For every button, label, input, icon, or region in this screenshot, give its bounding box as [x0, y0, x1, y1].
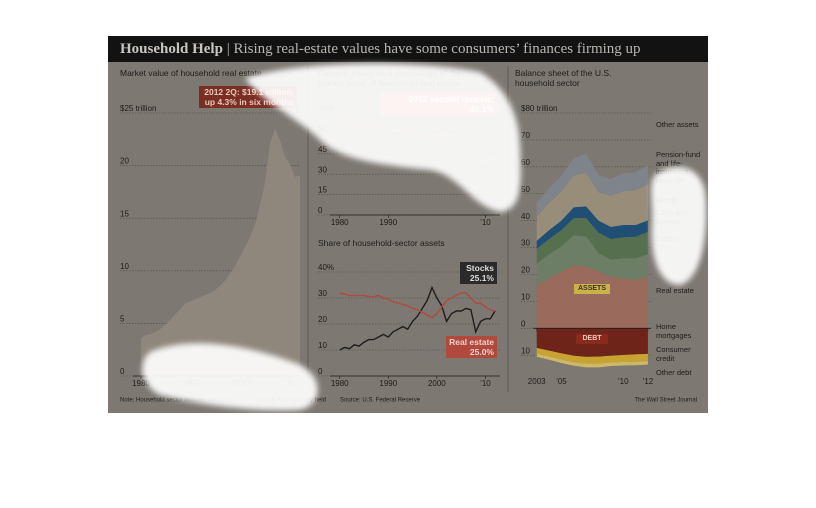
- legend-entry: Cash and savings: [656, 208, 689, 226]
- annotation-line: 2012 2Q: $19.1 trillion,: [204, 87, 294, 97]
- annotation-line: up 4.3% in six months: [204, 97, 294, 107]
- y-tick-label: 15: [318, 186, 327, 195]
- annotation: DEBT: [576, 334, 608, 344]
- x-tick-label: 1990: [182, 379, 200, 388]
- annotation: 2012 second quarter: 43.1%: [380, 93, 497, 115]
- area: [140, 128, 300, 376]
- y-tick-label: 5: [120, 315, 125, 324]
- legend-entry: Stocks: [466, 263, 494, 273]
- header-subtitle: | Rising real-estate values have some co…: [226, 41, 641, 57]
- x-tick-label: ’10: [618, 377, 629, 386]
- stacked-area: [536, 153, 648, 217]
- x-tick-label: ’10: [285, 379, 296, 388]
- y-tick-label: 40: [521, 212, 530, 221]
- y-tick-label: 15: [120, 209, 129, 218]
- annotation: 2012 2Q: $19.1 trillion, up 4.3% in six m…: [199, 86, 297, 108]
- credit: The Wall Street Journal: [635, 398, 697, 404]
- y-tick-label: 10: [318, 341, 327, 350]
- legend-entry: Other debt: [656, 368, 692, 377]
- y-tick-label: 0: [318, 367, 323, 376]
- legend-entry: Home mortgages: [656, 322, 692, 340]
- source: Source: U.S. Federal Reserve: [340, 398, 421, 404]
- x-tick-label: 2000: [231, 379, 249, 388]
- header: Household Help | Rising real-estate valu…: [108, 36, 708, 62]
- chart-title: Balance sheet of the U.S. household sect…: [515, 68, 612, 88]
- chart-title: Owners’ equity as a percentage of the ma…: [318, 68, 461, 88]
- stacked-area: [536, 172, 648, 241]
- stacked-area: [536, 235, 648, 286]
- legend-entry: Consumer credit: [656, 345, 691, 363]
- x-tick-label: 1990: [379, 218, 397, 227]
- stacked-area: [536, 206, 648, 249]
- legend-entry: Pension-fund and life-insurance reserves: [656, 150, 701, 185]
- y-tick-label: 10: [120, 262, 129, 271]
- series-label: Stocks 25.1%: [460, 262, 497, 284]
- stacked-area: [536, 353, 648, 368]
- series-label: Real estate 25.0%: [446, 336, 497, 358]
- y-tick-label: $80 trillion: [521, 104, 557, 113]
- y-tick-label: 20: [120, 157, 129, 166]
- y-tick-label: 20: [521, 266, 530, 275]
- y-tick-label: 50: [521, 185, 530, 194]
- y-tick-label: 40%: [318, 263, 334, 272]
- y-tick-label: 0: [318, 206, 323, 215]
- y-tick-label: $25 trillion: [120, 104, 156, 113]
- footnote: Note: Household sector includes nonprofi…: [120, 398, 236, 404]
- value-label: 25.0%: [469, 347, 494, 357]
- x-tick-label: ’12: [643, 377, 654, 386]
- value-label: 25.1%: [469, 273, 494, 283]
- x-tick-label: 2003: [528, 377, 546, 386]
- y-tick-label: 60: [318, 125, 327, 134]
- line: [339, 292, 496, 319]
- x-tick-label: 1990: [379, 379, 397, 388]
- stacked-area: [536, 265, 648, 329]
- x-tick-label: ’10: [480, 218, 491, 227]
- y-tick-label: 30: [318, 289, 327, 298]
- y-tick-label: 75%: [318, 104, 334, 113]
- legend-entry: Bonds: [656, 196, 678, 205]
- x-tick-label: 1980: [331, 218, 349, 227]
- y-tick-label: 30: [318, 165, 327, 174]
- y-tick-label: 20: [318, 315, 327, 324]
- x-tick-label: ’05: [556, 377, 567, 386]
- y-tick-label: 10: [521, 346, 530, 355]
- x-tick-label: ’10: [480, 379, 491, 388]
- stacked-area: [536, 347, 648, 364]
- y-tick-label: 30: [521, 239, 530, 248]
- y-tick-label: 45: [318, 145, 327, 154]
- y-tick-label: 10: [521, 293, 530, 302]
- x-tick-label: 1980: [132, 379, 150, 388]
- x-tick-label: 1980: [331, 379, 349, 388]
- y-tick-label: 0: [120, 367, 125, 376]
- x-tick-label: 2000: [428, 379, 446, 388]
- legend-entry: Other assets: [656, 120, 699, 129]
- y-tick-label: 60: [521, 158, 530, 167]
- legend-entry: Stocks: [656, 234, 679, 243]
- stacked-area: [536, 217, 648, 264]
- footnote: Directly and indirectly held: [256, 398, 326, 404]
- y-tick-label: 0: [521, 319, 526, 328]
- chart-title: Market value of household real estate: [120, 68, 262, 78]
- chart-title: Share of household-sector assets: [318, 238, 445, 248]
- legend-entry: Real estate: [656, 286, 694, 295]
- header-title: Household Help: [120, 41, 223, 57]
- y-tick-label: 70: [521, 131, 530, 140]
- legend-entry: Real estate: [449, 337, 494, 347]
- annotation: ASSETS: [574, 284, 610, 294]
- line: [339, 285, 496, 351]
